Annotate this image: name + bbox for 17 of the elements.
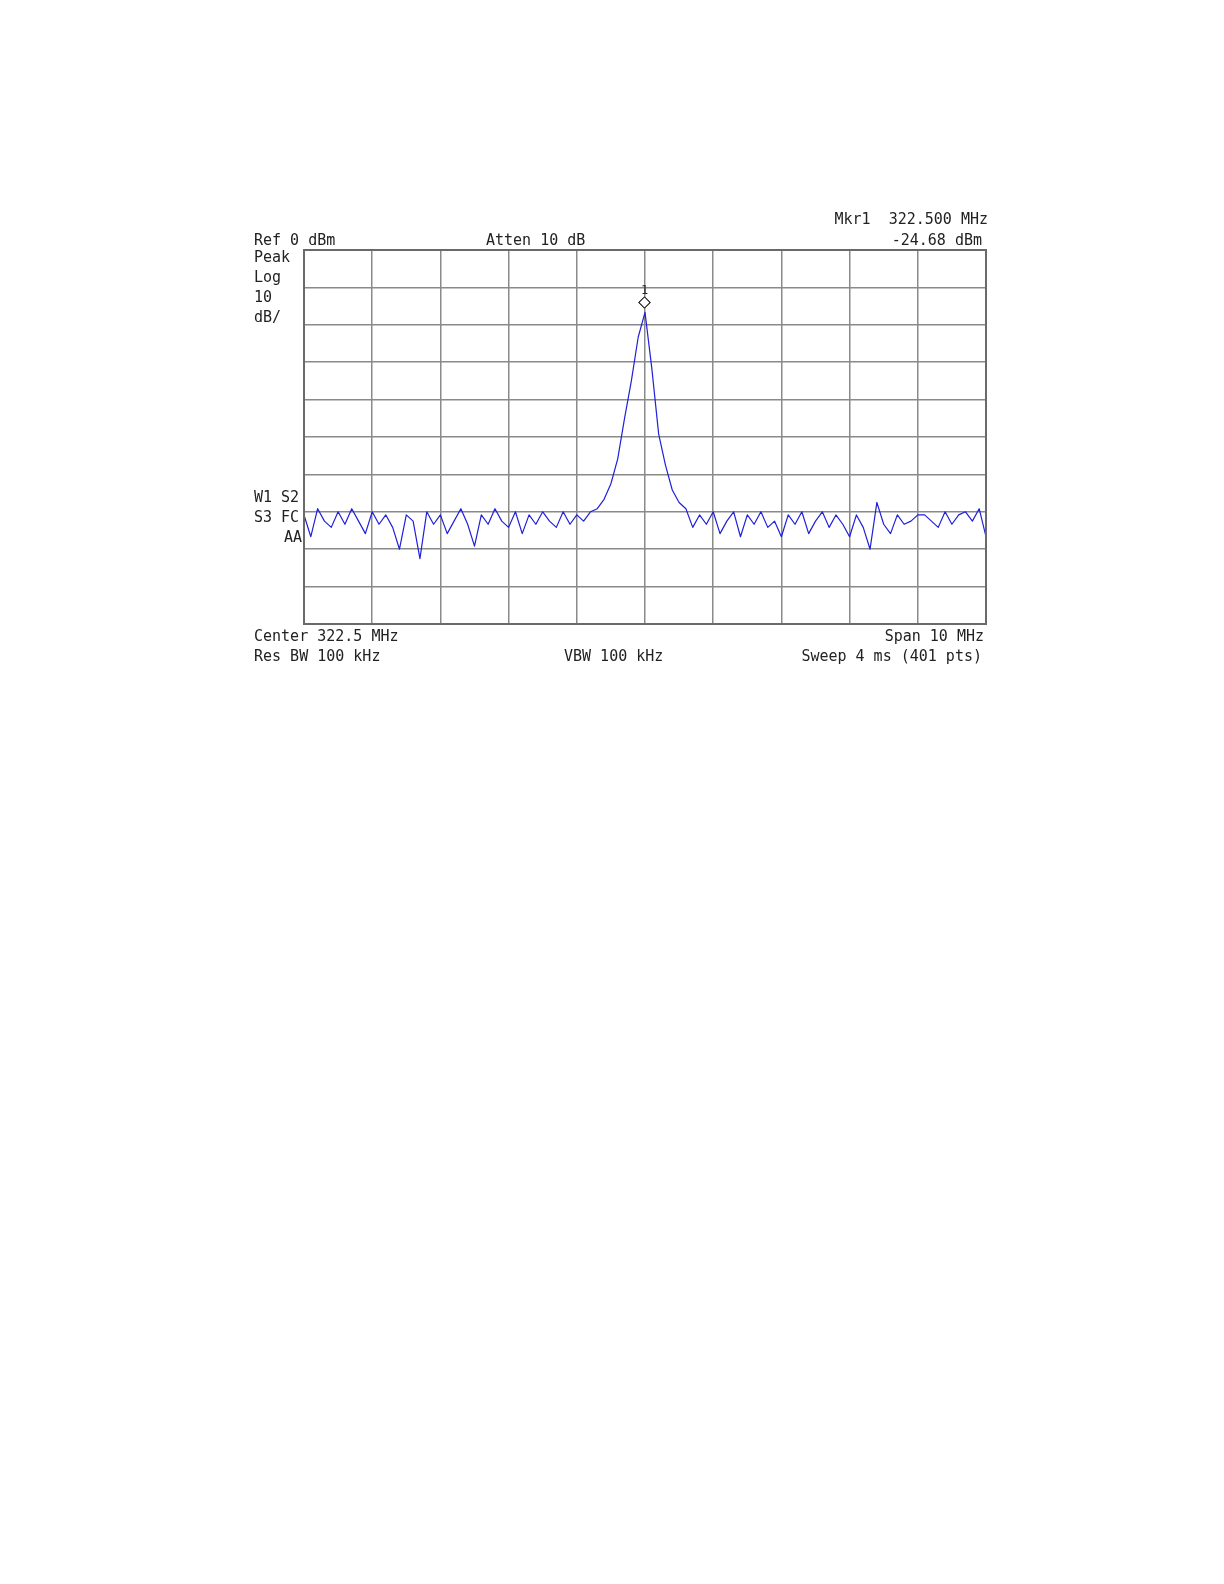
text: W1 S2	[254, 488, 300, 506]
text: Sweep 4 ms (401 pts)	[801, 647, 982, 665]
text: Center 322.5 MHz	[254, 627, 399, 645]
text: dB/	[254, 308, 282, 326]
text: 10	[254, 288, 273, 306]
text: -24.68 dBm	[891, 231, 982, 249]
text: VBW 100 kHz	[564, 647, 664, 665]
text: Ref 0 dBm	[254, 231, 336, 249]
text: AA	[283, 528, 302, 546]
text: Log	[254, 268, 282, 286]
text: 1	[641, 282, 649, 300]
text: Atten 10 dB	[486, 231, 586, 249]
text: Span 10 MHz	[884, 627, 984, 645]
text: Res BW 100 kHz	[254, 647, 381, 665]
text: S3 FC	[254, 508, 300, 526]
text: Peak	[254, 248, 291, 266]
text: Mkr1 322.500 MHz	[834, 210, 988, 228]
